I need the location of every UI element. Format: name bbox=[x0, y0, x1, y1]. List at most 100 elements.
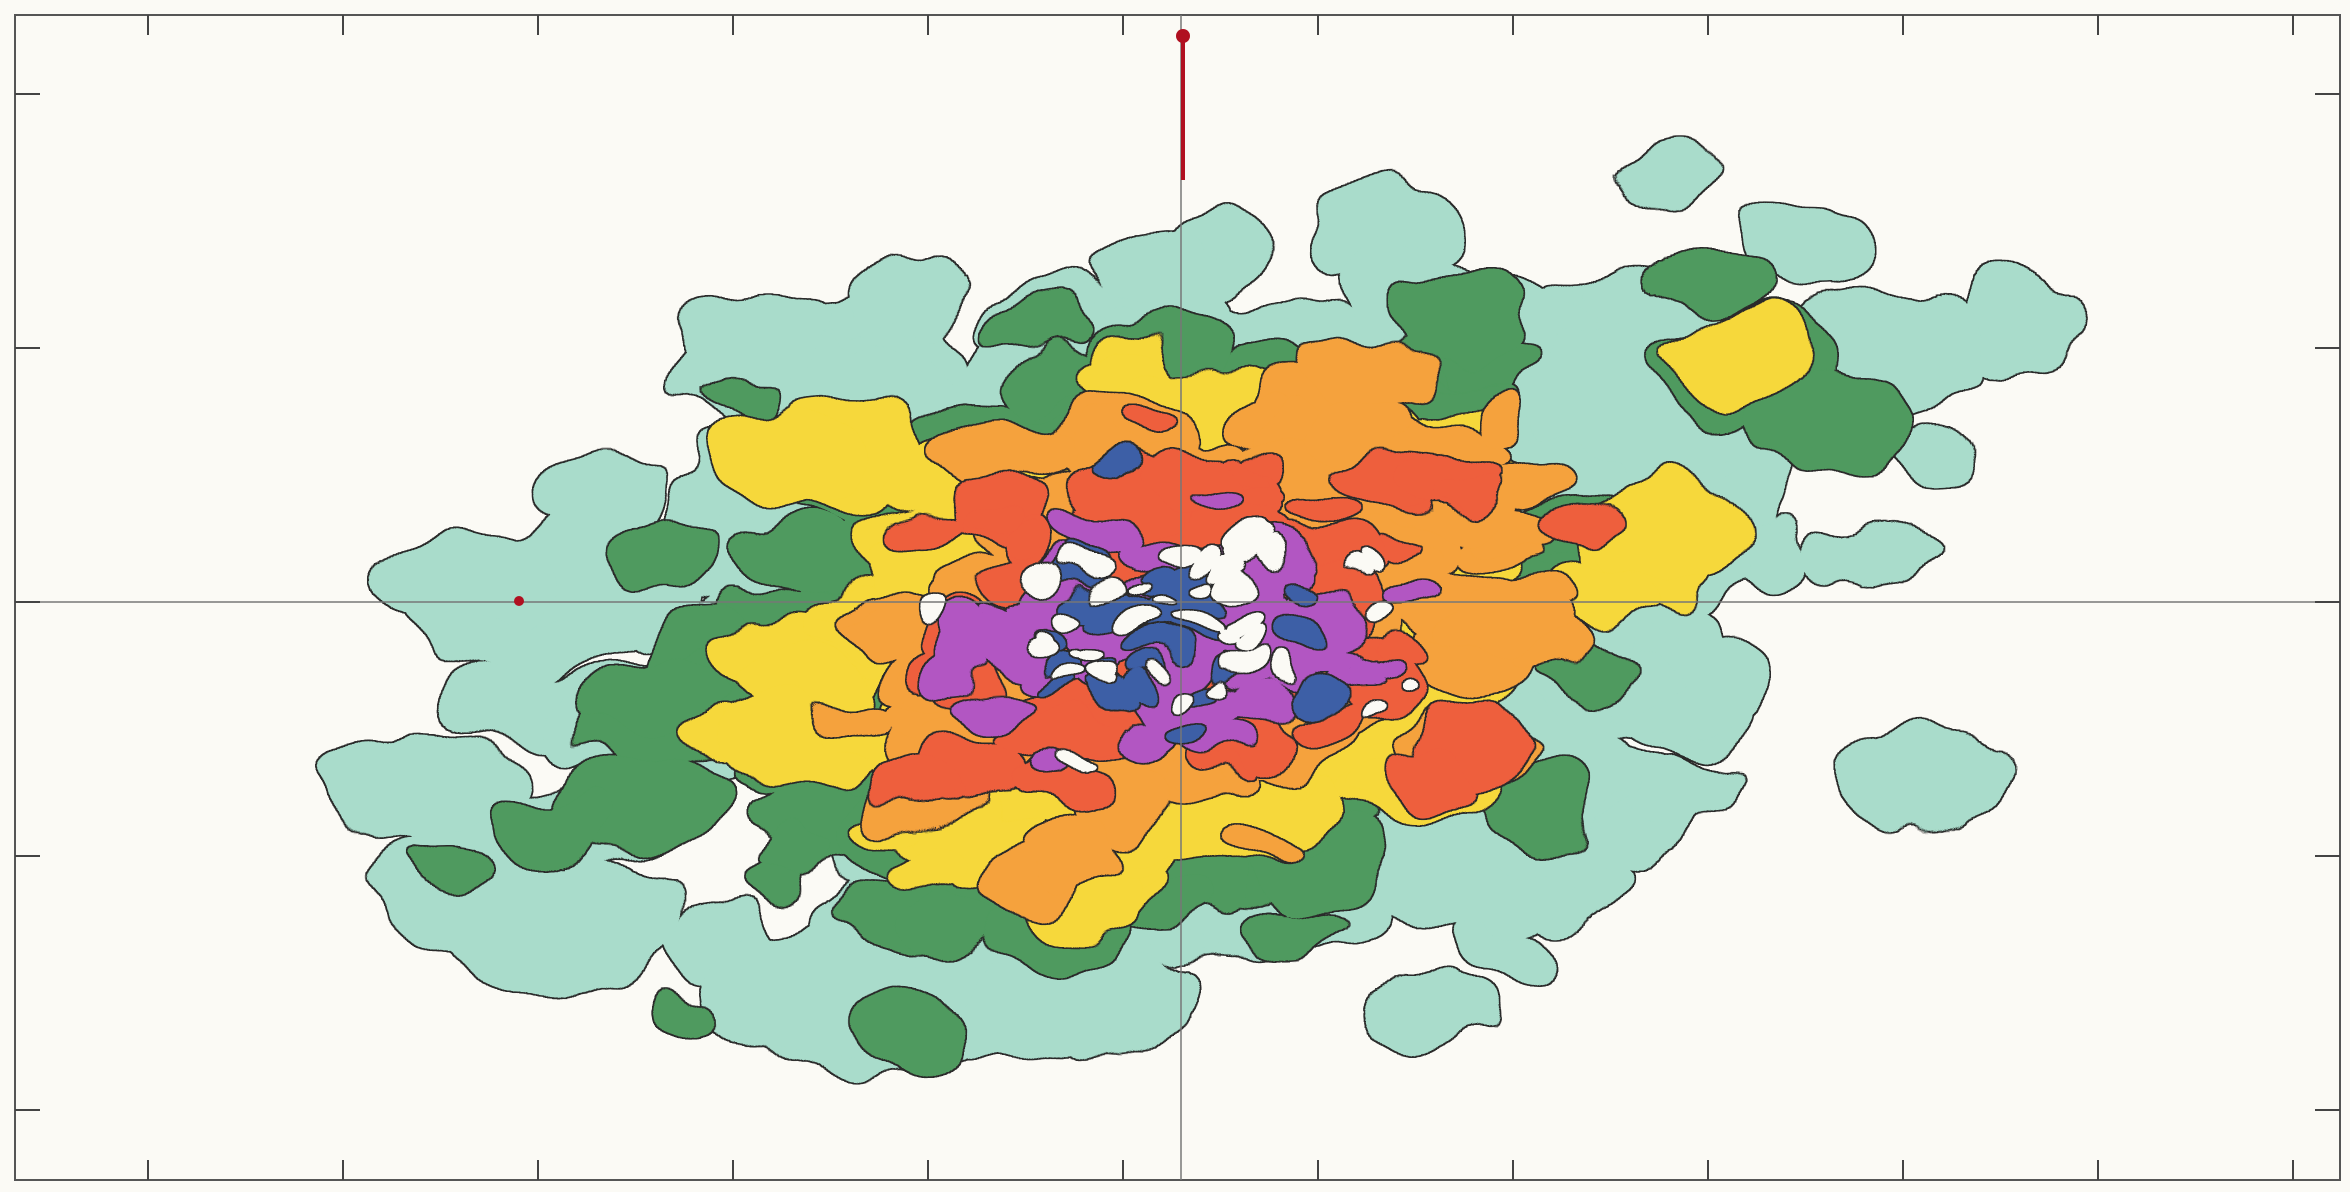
contour-blob bbox=[1023, 564, 1071, 593]
contour-blob bbox=[1056, 649, 1083, 662]
contour-blob bbox=[1390, 580, 1433, 604]
contour-blob bbox=[1150, 538, 1187, 562]
contour-blob bbox=[1387, 682, 1416, 698]
contour-blob bbox=[1038, 674, 1066, 691]
contour-blob bbox=[1346, 708, 1366, 721]
contour-blob bbox=[1742, 207, 1877, 294]
contour-blob bbox=[1086, 659, 1123, 686]
contour-blob bbox=[1204, 560, 1252, 582]
contour-blob bbox=[820, 692, 883, 738]
contour-blob bbox=[1297, 335, 1441, 409]
contour-blob bbox=[1142, 580, 1174, 599]
contour-blob bbox=[584, 660, 733, 738]
contour-blob bbox=[308, 732, 527, 841]
contour-blob bbox=[944, 620, 1002, 650]
contour-blob bbox=[1086, 575, 1126, 595]
contour-blob bbox=[705, 381, 787, 418]
contour-blob bbox=[1296, 498, 1360, 532]
contour-blob bbox=[1021, 816, 1130, 888]
contour-blob bbox=[1128, 582, 1152, 593]
contour-blob bbox=[1290, 675, 1338, 703]
contour-blob bbox=[1619, 143, 1720, 208]
contour-blob bbox=[1208, 823, 1290, 863]
contour-blob bbox=[1098, 457, 1143, 477]
contour-levels bbox=[308, 143, 2084, 1073]
contour-blob bbox=[736, 523, 873, 589]
contour-blob bbox=[1132, 639, 1181, 660]
contour-blob bbox=[1033, 615, 1059, 631]
contour-blob bbox=[988, 528, 1042, 560]
contour-blob bbox=[1167, 717, 1222, 743]
contour-blob bbox=[1671, 310, 1804, 398]
contour-blob bbox=[909, 601, 957, 635]
contour-blob bbox=[1269, 616, 1330, 655]
contour-blob bbox=[1000, 766, 1105, 812]
contour-blob bbox=[1001, 714, 1110, 763]
contour-blob bbox=[1589, 475, 1754, 579]
contour-blob bbox=[934, 421, 1079, 492]
contour-blob bbox=[1066, 554, 1113, 575]
contour-blob bbox=[490, 796, 608, 858]
contour-blob bbox=[1446, 583, 1569, 657]
contour-blob bbox=[1216, 654, 1240, 671]
contour-blob bbox=[1349, 559, 1377, 577]
contour-blob bbox=[849, 986, 974, 1071]
contour-blob bbox=[1312, 395, 1412, 459]
contour-blob bbox=[652, 987, 721, 1025]
contour-blob bbox=[681, 295, 824, 384]
contour-blob bbox=[1231, 630, 1259, 650]
red-marker-dot bbox=[1176, 29, 1190, 43]
contour-blob bbox=[1453, 921, 1558, 973]
contour-blob bbox=[1327, 667, 1366, 688]
contour-blob bbox=[1182, 544, 1220, 570]
contour-blob bbox=[531, 455, 666, 531]
contour-blob bbox=[1738, 367, 1911, 481]
contour-blob bbox=[928, 655, 990, 695]
contour-blob bbox=[452, 847, 678, 994]
contour-blob bbox=[952, 945, 1192, 1057]
contour-blob bbox=[1193, 577, 1213, 592]
contour-blob bbox=[1370, 600, 1401, 620]
contour-blob bbox=[1081, 681, 1138, 713]
contour-blob bbox=[1169, 614, 1215, 635]
contour-blob bbox=[1044, 661, 1084, 679]
contour-shapes bbox=[909, 532, 1416, 777]
contour-blob bbox=[978, 301, 1094, 354]
contour-blob bbox=[1829, 722, 2010, 831]
contour-blob bbox=[1069, 603, 1095, 619]
contour-blob bbox=[1155, 669, 1174, 682]
contour-blob bbox=[1293, 703, 1350, 740]
contour-blob bbox=[1238, 478, 1296, 512]
contour-blob bbox=[1470, 396, 1533, 441]
contour-blob bbox=[404, 849, 480, 882]
contour-blob bbox=[1216, 676, 1236, 686]
contour-blob bbox=[613, 511, 723, 585]
contour-blob bbox=[713, 410, 869, 507]
contour-blob bbox=[1236, 679, 1295, 717]
contour-blob bbox=[371, 525, 548, 628]
contour-blob bbox=[893, 510, 953, 542]
contour-blob bbox=[1552, 504, 1623, 546]
contour-blob bbox=[1056, 760, 1094, 777]
contour-blob bbox=[1478, 762, 1602, 845]
contour-blob bbox=[837, 259, 953, 339]
contour-blob bbox=[885, 845, 965, 894]
contour-blob bbox=[1195, 485, 1239, 508]
contour-blob bbox=[1082, 642, 1113, 657]
frame-ticks bbox=[15, 15, 2340, 1180]
contour-blob bbox=[1891, 425, 1988, 481]
contour-level bbox=[909, 532, 1416, 777]
frame bbox=[14, 14, 2341, 1181]
contour-blob bbox=[1182, 680, 1207, 698]
contour-blob bbox=[1391, 753, 1479, 812]
contour-blob bbox=[1154, 598, 1176, 608]
contour-blob bbox=[1435, 476, 1502, 505]
contour-blob bbox=[1634, 252, 1772, 309]
contour-blob bbox=[1285, 587, 1321, 604]
contour-blob bbox=[1051, 518, 1126, 552]
contour-blob bbox=[1798, 530, 1930, 586]
contour-blob bbox=[1209, 624, 1237, 637]
contour-blob bbox=[952, 504, 1019, 533]
contour-blob bbox=[1029, 760, 1067, 784]
